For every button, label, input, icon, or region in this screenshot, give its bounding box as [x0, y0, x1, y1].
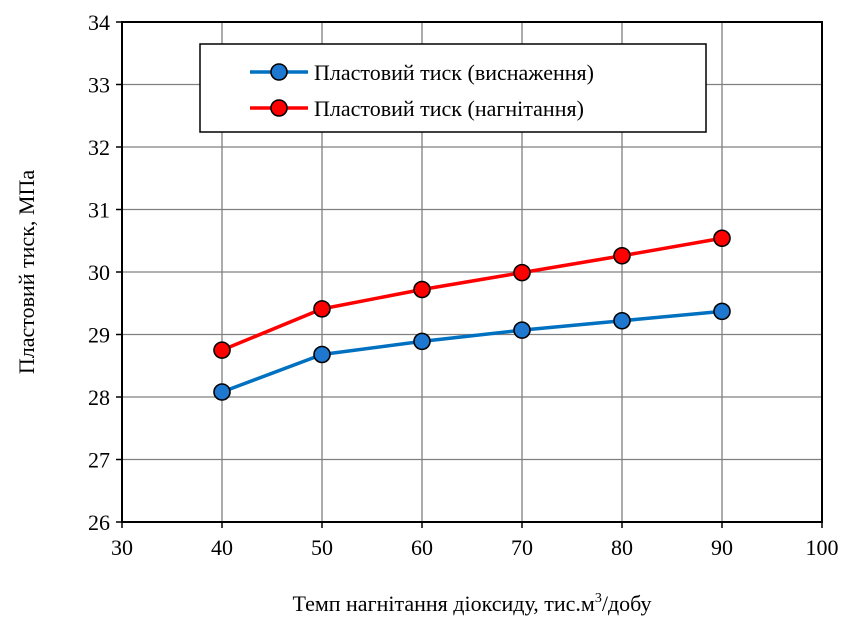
y-axis-title: Пластовий тиск, МПа	[14, 170, 39, 374]
legend-label: Пластовий тиск (виснаження)	[314, 60, 594, 85]
y-tick-label: 27	[88, 448, 110, 473]
x-tick-label: 40	[211, 535, 233, 560]
series-layer	[213, 229, 731, 401]
data-point	[313, 300, 331, 318]
data-point	[613, 246, 631, 265]
x-axis-ticks: 30 40 50 60 70 80 90 100	[111, 522, 839, 560]
series-1	[213, 302, 731, 401]
series-line	[221, 236, 723, 352]
legend: Пластовий тиск (виснаження) Пластовий тис…	[199, 43, 707, 133]
y-tick-label: 31	[88, 198, 110, 223]
y-tick-label: 30	[88, 260, 110, 285]
data-point	[213, 341, 231, 359]
series-2	[213, 229, 731, 359]
y-tick-label: 29	[88, 323, 110, 348]
y-tick-label: 26	[88, 510, 110, 535]
data-point	[213, 383, 231, 401]
data-point	[313, 345, 331, 364]
x-tick-label: 50	[311, 535, 333, 560]
legend-entry: Пластовий тиск (виснаження)	[250, 60, 594, 85]
y-tick-label: 34	[88, 10, 110, 35]
x-tick-label: 30	[111, 535, 133, 560]
legend-entry: Пластовий тиск (нагнітання)	[250, 96, 584, 121]
x-axis-title: Темп нагнітання діоксиду, тис.м3/добу	[292, 591, 651, 616]
data-point	[413, 280, 431, 299]
data-point	[713, 229, 731, 248]
x-tick-label: 80	[611, 535, 633, 560]
y-tick-label: 28	[88, 385, 110, 410]
x-tick-label: 90	[711, 535, 733, 560]
data-point	[713, 302, 731, 321]
y-tick-label: 32	[88, 135, 110, 160]
series-line	[221, 309, 723, 394]
x-tick-label: 100	[806, 535, 839, 560]
data-point	[413, 332, 431, 351]
data-point	[613, 311, 631, 330]
data-point	[513, 321, 531, 339]
legend-marker	[270, 63, 288, 81]
y-axis-ticks: 26 27 28 29 30 31 32 33 34	[88, 10, 122, 535]
data-point	[513, 263, 531, 282]
legend-label: Пластовий тиск (нагнітання)	[314, 96, 584, 121]
y-tick-label: 33	[88, 73, 110, 98]
x-tick-label: 60	[411, 535, 433, 560]
x-tick-label: 70	[511, 535, 533, 560]
legend-box	[199, 43, 707, 133]
legend-marker	[270, 99, 288, 117]
